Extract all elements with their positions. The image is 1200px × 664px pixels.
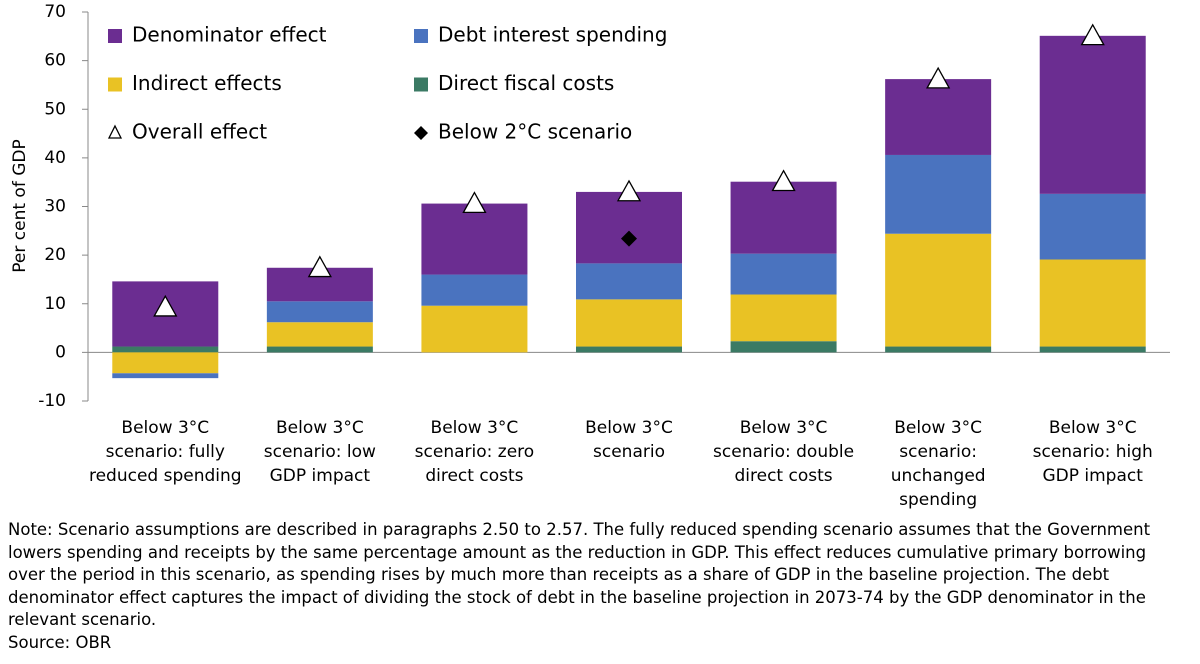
marker: [771, 169, 796, 192]
y-tick-label: 60: [44, 51, 66, 71]
bar-segment: [885, 233, 992, 347]
bar-segment: [1039, 259, 1146, 347]
x-tick-label: Below 3°C scenario: double direct costs: [713, 418, 855, 486]
marker: [621, 230, 637, 247]
legend-swatch: [108, 77, 122, 92]
bar-segment: [1039, 35, 1146, 194]
x-tick-label: Below 3°C scenario: high GDP impact: [1032, 418, 1153, 486]
bar-segment: [730, 341, 837, 353]
marker: [1080, 23, 1105, 46]
bar-segment: [885, 79, 992, 155]
y-tick-label: 50: [44, 99, 66, 119]
y-tick-label: 10: [44, 294, 66, 314]
legend-label: Overall effect: [132, 120, 267, 144]
bar-segment: [1039, 193, 1146, 260]
bar-segment: [112, 352, 219, 374]
legend-swatch: [108, 29, 122, 43]
bar-segment: [1039, 346, 1146, 353]
y-tick-label: 70: [44, 2, 66, 22]
legend-label: Indirect effects: [132, 71, 282, 95]
bar-segment: [421, 305, 528, 353]
bar-segment: [266, 301, 373, 323]
marker: [307, 255, 332, 278]
x-tick-label: Below 3°C scenario: unchanged spending: [890, 418, 986, 510]
legend-label: Debt interest spending: [438, 23, 667, 47]
x-tick-label: Below 3°C scenario: low GDP impact: [263, 418, 376, 486]
marker: [616, 179, 642, 202]
bar-segment: [421, 203, 528, 275]
marker: [462, 191, 487, 214]
x-tick-label: Below 3°C scenario: zero direct costs: [414, 418, 535, 486]
legend-swatch: [107, 124, 123, 139]
legend-label: Below 2°C scenario: [438, 120, 632, 144]
bar-segment: [266, 346, 373, 353]
marker: [153, 294, 178, 317]
bar-segment: [112, 373, 219, 379]
y-tick-label: 0: [55, 342, 66, 362]
y-tick-label: 30: [44, 197, 66, 217]
x-tick-label: Below 3°C scenario: fully reduced spendi…: [88, 418, 242, 486]
y-tick-label: 20: [44, 245, 66, 265]
y-tick-label: 40: [44, 148, 66, 168]
bar-segment: [730, 253, 837, 295]
bar-segment: [576, 299, 682, 347]
note: Note: Scenario assumptions are described…: [8, 520, 1151, 630]
bar-segment: [885, 346, 992, 353]
bar-segment: [885, 154, 992, 234]
x-tick-label: Below 3°C scenario: [585, 418, 673, 462]
legend-swatch: [414, 126, 428, 140]
legend-label: Denominator effect: [132, 23, 327, 47]
legend-swatch: [414, 29, 428, 43]
bar-segment: [576, 263, 682, 300]
legend-swatch: [414, 77, 428, 92]
bar-segment: [576, 191, 682, 264]
bar-segment: [730, 181, 837, 254]
source: Source: OBR: [8, 633, 112, 652]
bar-segment: [266, 322, 373, 347]
y-axis-label: Per cent of GDP: [10, 139, 30, 272]
bar-segment: [112, 346, 219, 353]
legend-label: Direct fiscal costs: [438, 71, 614, 95]
bar-segment: [421, 274, 528, 306]
bar-segment: [730, 294, 837, 342]
y-tick-label: -10: [38, 391, 66, 411]
bar-segment: [576, 346, 682, 353]
marker: [926, 66, 951, 89]
